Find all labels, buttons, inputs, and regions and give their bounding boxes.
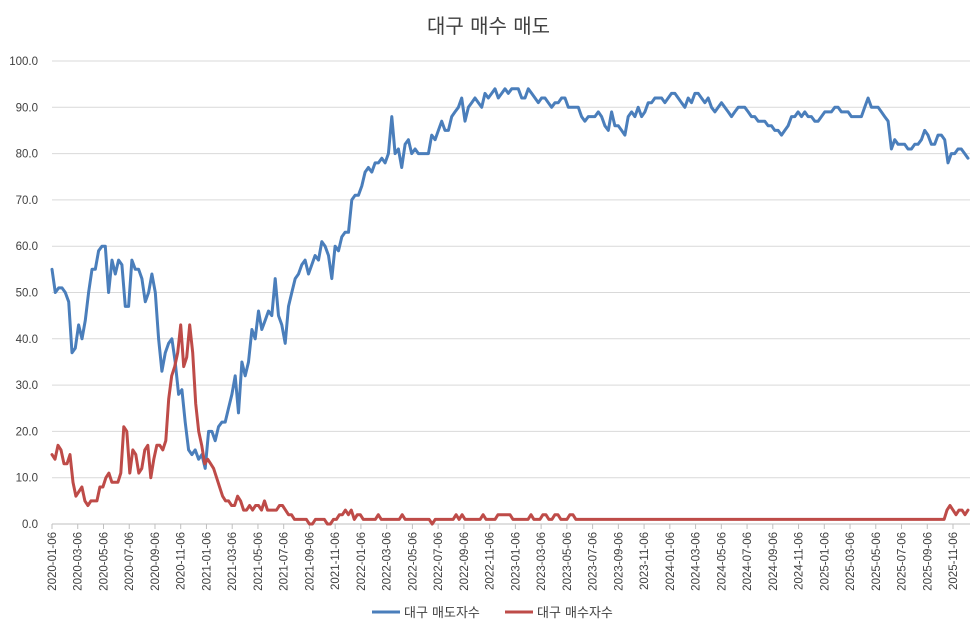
x-tick-label: 2025-09-06 — [922, 532, 934, 591]
x-tick-label: 2023-09-06 — [613, 532, 625, 591]
series-line-1 — [50, 323, 970, 526]
y-tick-label: 90.0 — [16, 102, 38, 114]
y-tick-label: 80.0 — [16, 149, 38, 161]
y-tick-label: 20.0 — [16, 426, 38, 438]
x-tick-label: 2020-09-06 — [150, 532, 162, 591]
series-lines — [50, 87, 970, 526]
gridlines — [52, 60, 970, 525]
x-tick-label: 2024-07-06 — [742, 532, 754, 591]
x-tick-label: 2025-01-06 — [819, 532, 831, 591]
chart-title: 대구 매수 매도 — [426, 14, 551, 38]
x-tick-label: 2025-11-06 — [948, 532, 960, 590]
x-tick-label: 2025-05-06 — [871, 532, 883, 591]
x-tick-label: 2023-03-06 — [536, 532, 548, 591]
x-tick-label: 2020-11-06 — [176, 532, 188, 590]
x-tick-label: 2022-05-06 — [407, 532, 419, 591]
x-tick-label: 2023-11-06 — [639, 532, 651, 590]
x-tick-label: 2020-07-06 — [124, 532, 136, 591]
x-tick-label: 2021-05-06 — [253, 532, 265, 591]
x-tick-label: 2021-01-06 — [201, 532, 213, 591]
x-tick-label: 2021-07-06 — [279, 532, 291, 591]
x-tick-label: 2020-05-06 — [98, 532, 110, 591]
x-tick-label: 2022-01-06 — [356, 532, 368, 591]
x-tick-label: 2023-05-06 — [562, 532, 574, 591]
series-line-0 — [50, 87, 970, 470]
x-tick-label: 2024-05-06 — [716, 532, 728, 591]
x-tick-label: 2020-01-06 — [47, 532, 59, 591]
y-tick-label: 70.0 — [16, 195, 38, 207]
y-tick-label: 10.0 — [16, 473, 38, 485]
x-tick-label: 2021-09-06 — [304, 532, 316, 591]
legend-label-0: 대구 매도자수 — [404, 606, 480, 621]
x-tick-label: 2022-09-06 — [459, 532, 471, 591]
x-tick-label: 2024-01-06 — [665, 532, 677, 591]
x-tick-label: 2025-07-06 — [897, 532, 909, 591]
y-tick-label: 0.0 — [22, 519, 38, 531]
legend-label-1: 대구 매수자수 — [537, 606, 613, 621]
x-tick-label: 2022-07-06 — [433, 532, 445, 591]
x-tick-label: 2022-11-06 — [485, 532, 497, 590]
x-tick-label: 2022-03-06 — [382, 532, 394, 591]
x-axis-ticks: 2020-01-06 2020-03-06 2020-05-06 2020-07-06… — [47, 524, 960, 591]
x-tick-label: 2024-11-06 — [794, 532, 806, 590]
x-tick-label: 2025-03-06 — [845, 532, 857, 591]
legend: 대구 매도자수 대구 매수자수 — [372, 606, 613, 621]
x-tick-label: 2020-03-06 — [73, 532, 85, 591]
y-tick-label: 40.0 — [16, 334, 38, 346]
x-tick-label: 2021-03-06 — [227, 532, 239, 591]
x-tick-label: 2021-11-06 — [330, 532, 342, 590]
x-tick-label: 2023-07-06 — [588, 532, 600, 591]
x-tick-label: 2023-01-06 — [510, 532, 522, 591]
y-axis-ticks: 0.0 10.0 20.0 30.0 40.0 50.0 60.0 70.0 80.0 90.0 1… — [9, 56, 38, 531]
y-tick-label: 60.0 — [16, 241, 38, 253]
y-tick-label: 100.0 — [9, 56, 38, 68]
x-tick-label: 2024-09-06 — [768, 532, 780, 591]
y-tick-label: 30.0 — [16, 380, 38, 392]
y-tick-label: 50.0 — [16, 288, 38, 300]
x-tick-label: 2024-03-06 — [691, 532, 703, 591]
